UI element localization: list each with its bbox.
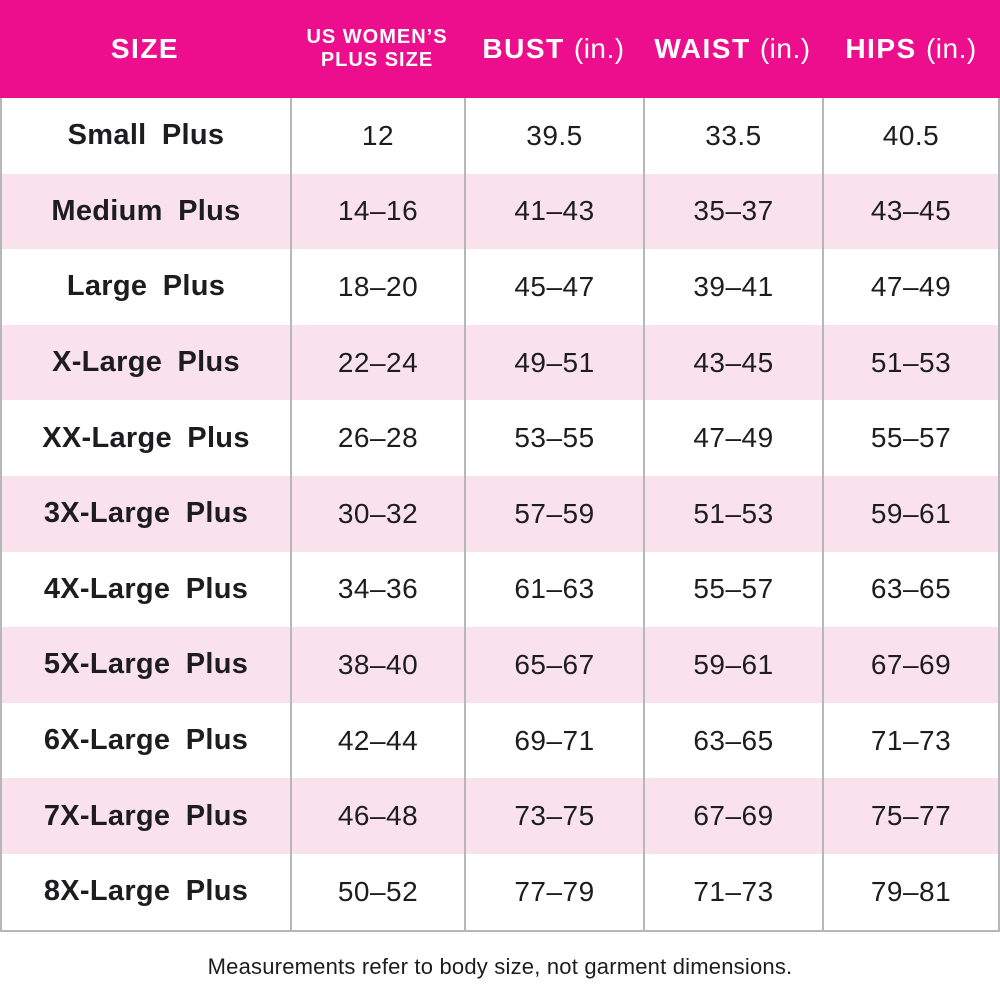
- table-row: 5X-Large Plus 38–40 65–67 59–61 67–69: [2, 627, 998, 703]
- cell-size: Large Plus: [66, 270, 226, 303]
- cell-plus-size: 30–32: [290, 475, 464, 552]
- cell-hips: 71–73: [822, 702, 998, 779]
- table-row: X-Large Plus 22–24 49–51 43–45 51–53: [2, 324, 998, 401]
- table-row: Medium Plus 14–16 41–43 35–37 43–45: [2, 173, 998, 250]
- cell-waist: 63–65: [643, 702, 822, 779]
- cell-waist: 33.5: [643, 98, 822, 174]
- cell-bust: 77–79: [464, 853, 643, 930]
- cell-hips: 43–45: [822, 173, 998, 250]
- cell-waist: 39–41: [643, 249, 822, 325]
- cell-bust: 61–63: [464, 551, 643, 628]
- cell-size: 6X-Large Plus: [43, 724, 249, 757]
- cell-hips: 67–69: [822, 627, 998, 703]
- cell-bust: 65–67: [464, 627, 643, 703]
- cell-waist: 51–53: [643, 475, 822, 552]
- cell-waist: 55–57: [643, 551, 822, 628]
- cell-size: 5X-Large Plus: [43, 648, 249, 681]
- cell-plus-size: 12: [290, 98, 464, 174]
- cell-bust: 53–55: [464, 400, 643, 476]
- column-header-waist-label: WAIST: [654, 32, 751, 64]
- table-row: 3X-Large Plus 30–32 57–59 51–53 59–61: [2, 475, 998, 552]
- column-header-hips: HIPS (in.): [822, 0, 1000, 98]
- cell-plus-size: 22–24: [290, 324, 464, 401]
- cell-plus-size: 38–40: [290, 627, 464, 703]
- cell-hips: 51–53: [822, 324, 998, 401]
- table-row: 6X-Large Plus 42–44 69–71 63–65 71–73: [2, 702, 998, 779]
- cell-size: Small Plus: [67, 119, 225, 152]
- cell-hips: 75–77: [822, 778, 998, 854]
- cell-plus-size: 50–52: [290, 853, 464, 930]
- cell-bust: 39.5: [464, 98, 643, 174]
- cell-bust: 69–71: [464, 702, 643, 779]
- cell-plus-size: 26–28: [290, 400, 464, 476]
- column-header-bust: BUST (in.): [464, 0, 643, 98]
- table-row: 8X-Large Plus 50–52 77–79 71–73 79–81: [2, 853, 998, 930]
- cell-waist: 47–49: [643, 400, 822, 476]
- cell-size: Medium Plus: [51, 194, 241, 227]
- table-row: Small Plus 12 39.5 33.5 40.5: [2, 98, 998, 174]
- cell-waist: 43–45: [643, 324, 822, 401]
- column-header-plus-size-line1: US WOMEN’S: [306, 26, 448, 48]
- column-header-bust-label: BUST: [482, 32, 565, 64]
- cell-waist: 67–69: [643, 778, 822, 854]
- measurement-note: Measurements refer to body size, not gar…: [207, 953, 793, 979]
- cell-size: XX-Large Plus: [42, 421, 250, 454]
- cell-size: 7X-Large Plus: [43, 799, 249, 832]
- table-header-row: SIZE US WOMEN’S PLUS SIZE BUST (in.) WAI…: [0, 0, 1000, 98]
- cell-size: 8X-Large Plus: [43, 875, 249, 908]
- cell-hips: 47–49: [822, 249, 998, 325]
- cell-waist: 35–37: [643, 173, 822, 250]
- cell-plus-size: 18–20: [290, 249, 464, 325]
- cell-hips: 40.5: [822, 98, 998, 174]
- table-row: 7X-Large Plus 46–48 73–75 67–69 75–77: [2, 778, 998, 854]
- cell-hips: 59–61: [822, 475, 998, 552]
- column-header-bust-unit: (in.): [573, 32, 625, 64]
- cell-bust: 41–43: [464, 173, 643, 250]
- cell-hips: 63–65: [822, 551, 998, 628]
- column-header-waist-unit: (in.): [759, 32, 811, 64]
- cell-plus-size: 46–48: [290, 778, 464, 854]
- cell-size: 4X-Large Plus: [43, 572, 249, 605]
- cell-bust: 49–51: [464, 324, 643, 401]
- table-row: Large Plus 18–20 45–47 39–41 47–49: [2, 249, 998, 325]
- column-header-size: SIZE: [0, 0, 290, 98]
- cell-plus-size: 42–44: [290, 702, 464, 779]
- column-header-plus-size: US WOMEN’S PLUS SIZE: [290, 0, 464, 98]
- cell-bust: 45–47: [464, 249, 643, 325]
- cell-waist: 71–73: [643, 853, 822, 930]
- column-header-hips-label: HIPS: [845, 32, 917, 64]
- cell-bust: 57–59: [464, 475, 643, 552]
- cell-bust: 73–75: [464, 778, 643, 854]
- column-header-hips-unit: (in.): [925, 32, 977, 64]
- column-header-plus-size-line2: PLUS SIZE: [320, 49, 434, 71]
- cell-waist: 59–61: [643, 627, 822, 703]
- column-header-waist: WAIST (in.): [643, 0, 822, 98]
- cell-size: 3X-Large Plus: [43, 497, 249, 530]
- cell-size: X-Large Plus: [52, 346, 240, 379]
- cell-plus-size: 14–16: [290, 173, 464, 250]
- column-header-size-label: SIZE: [110, 32, 180, 64]
- cell-plus-size: 34–36: [290, 551, 464, 628]
- table-body: Small Plus 12 39.5 33.5 40.5 Medium Plus 14–16…: [0, 98, 1000, 932]
- table-row: 4X-Large Plus 34–36 61–63 55–57 63–65: [2, 551, 998, 628]
- table-row: XX-Large Plus 26–28 53–55 47–49 55–57: [2, 400, 998, 476]
- cell-hips: 79–81: [822, 853, 998, 930]
- cell-hips: 55–57: [822, 400, 998, 476]
